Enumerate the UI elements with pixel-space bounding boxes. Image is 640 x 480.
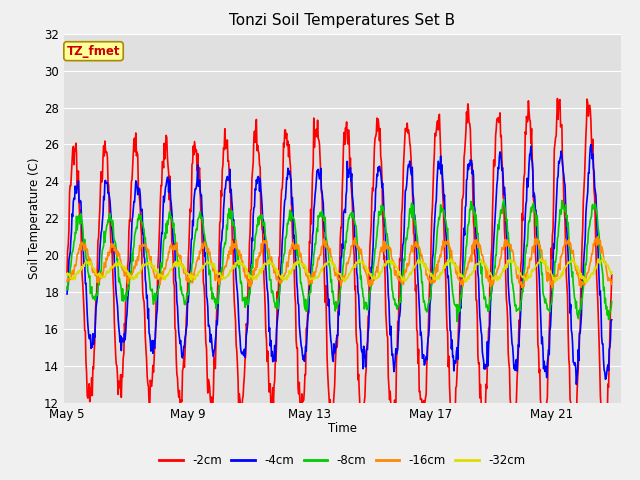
-32cm: [261, 261, 269, 266]
-32cm: [191, 276, 199, 282]
Line: -4cm: -4cm: [67, 144, 612, 384]
-4cm: [573, 382, 580, 387]
-16cm: [261, 240, 269, 246]
-32cm: [63, 272, 71, 278]
-8cm: [500, 196, 508, 202]
-2cm: [372, 134, 380, 140]
-4cm: [191, 186, 199, 192]
-4cm: [587, 142, 595, 147]
-8cm: [83, 257, 90, 263]
X-axis label: Time: Time: [328, 422, 357, 435]
-2cm: [608, 272, 616, 278]
-2cm: [83, 370, 90, 376]
-16cm: [503, 237, 511, 243]
-2cm: [503, 302, 511, 308]
Y-axis label: Soil Temperature (C): Soil Temperature (C): [28, 157, 42, 279]
Text: TZ_fmet: TZ_fmet: [67, 45, 120, 58]
-2cm: [191, 144, 199, 150]
-8cm: [504, 229, 512, 235]
-8cm: [453, 319, 461, 324]
-16cm: [291, 244, 298, 250]
-8cm: [291, 217, 298, 223]
Legend: -2cm, -4cm, -8cm, -16cm, -32cm: -2cm, -4cm, -8cm, -16cm, -32cm: [154, 450, 531, 472]
-4cm: [83, 296, 90, 302]
-2cm: [291, 271, 298, 276]
Line: -16cm: -16cm: [67, 237, 612, 288]
-4cm: [261, 253, 269, 259]
-2cm: [554, 96, 561, 101]
-8cm: [372, 245, 380, 251]
-32cm: [327, 255, 335, 261]
-2cm: [261, 306, 269, 312]
-2cm: [601, 456, 609, 461]
-16cm: [608, 279, 616, 285]
-4cm: [503, 236, 511, 242]
Line: -32cm: -32cm: [67, 258, 612, 283]
-16cm: [372, 269, 380, 275]
-32cm: [372, 275, 380, 281]
-16cm: [548, 285, 556, 290]
-32cm: [504, 262, 511, 268]
-2cm: [63, 269, 71, 275]
-32cm: [582, 280, 590, 286]
-16cm: [63, 279, 71, 285]
-8cm: [261, 232, 269, 238]
-4cm: [608, 317, 616, 323]
-4cm: [63, 291, 71, 297]
-8cm: [63, 284, 71, 290]
-32cm: [608, 269, 616, 275]
-16cm: [594, 234, 602, 240]
Line: -2cm: -2cm: [67, 98, 612, 458]
-8cm: [608, 299, 616, 305]
-4cm: [291, 232, 298, 238]
-8cm: [191, 232, 199, 238]
-32cm: [291, 266, 298, 272]
-32cm: [83, 260, 90, 266]
-16cm: [83, 247, 90, 252]
-4cm: [372, 186, 380, 192]
-16cm: [191, 266, 199, 272]
Line: -8cm: -8cm: [67, 199, 612, 322]
Title: Tonzi Soil Temperatures Set B: Tonzi Soil Temperatures Set B: [229, 13, 456, 28]
